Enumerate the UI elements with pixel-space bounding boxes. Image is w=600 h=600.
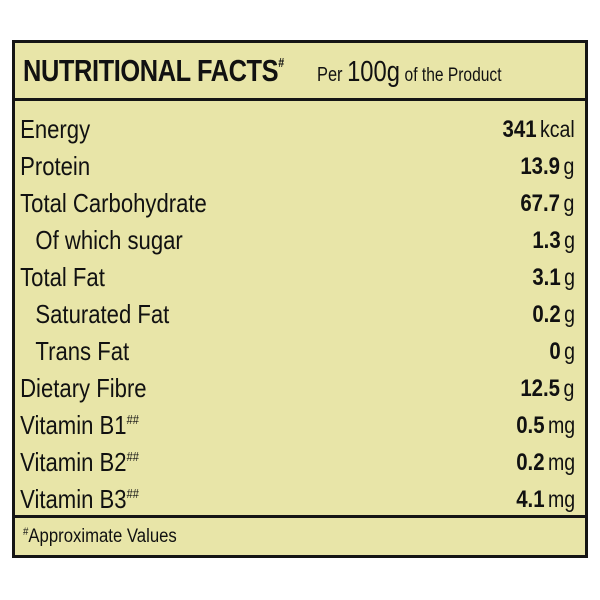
nutrient-value: 4.1 bbox=[515, 485, 545, 513]
nutrient-footnote-mark: ## bbox=[126, 449, 139, 464]
nutrient-row: Of which sugar 1.3 g bbox=[15, 222, 585, 259]
nutrient-value: 67.7 bbox=[520, 189, 561, 217]
nutrient-row: Energy 341 kcal bbox=[15, 111, 585, 148]
nutrient-footnote-mark: ## bbox=[126, 486, 139, 501]
nutrient-value: 0 bbox=[549, 337, 561, 365]
title-footnote-mark: # bbox=[278, 55, 284, 70]
nutrient-name-text: Of which sugar bbox=[35, 225, 183, 255]
per-label: Per bbox=[317, 64, 343, 86]
nutrient-name-text: Total Fat bbox=[20, 262, 105, 292]
nutrient-name-text: Vitamin B3 bbox=[20, 484, 127, 514]
nutrient-name-text: Saturated Fat bbox=[35, 299, 170, 329]
nutrient-row: Total Fat 3.1 g bbox=[15, 259, 585, 296]
nutrient-row: Vitamin B1## 0.5 mg bbox=[15, 407, 585, 444]
nutrient-value: 341 bbox=[502, 115, 537, 143]
nutrient-amount: 13.9 g bbox=[521, 153, 585, 181]
nutrient-value: 13.9 bbox=[520, 152, 561, 180]
nutrient-unit: g bbox=[563, 189, 575, 216]
nutrient-unit: g bbox=[563, 300, 575, 327]
nutrient-name: Vitamin B2## bbox=[15, 447, 139, 478]
title-text: NUTRITIONAL FACTS bbox=[23, 53, 279, 88]
nutrient-row: Total Carbohydrate 67.7 g bbox=[15, 185, 585, 222]
nutrient-value: 3.1 bbox=[532, 263, 561, 291]
nutrient-name: Of which sugar bbox=[15, 225, 183, 256]
label-title: NUTRITIONAL FACTS# bbox=[23, 53, 284, 89]
nutrient-name: Vitamin B3## bbox=[15, 484, 139, 515]
nutrient-unit: mg bbox=[547, 411, 575, 438]
label-header: NUTRITIONAL FACTS# Per 100g of the Produc… bbox=[15, 43, 585, 101]
serving-basis: Per 100g of the Product bbox=[317, 56, 502, 89]
nutrient-unit: g bbox=[563, 337, 575, 364]
nutrient-name: Total Fat bbox=[15, 262, 105, 293]
nutrient-amount: 12.5 g bbox=[521, 375, 585, 403]
nutrient-footnote-mark: ## bbox=[126, 412, 139, 427]
nutrient-name-text: Dietary Fibre bbox=[20, 373, 147, 403]
nutrient-name: Saturated Fat bbox=[15, 299, 169, 330]
nutrient-list: Energy 341 kcal Protein 13.9 g Total Carbohydr… bbox=[15, 111, 585, 518]
label-footer: #Approximate Values bbox=[15, 515, 585, 555]
nutrient-name-text: Trans Fat bbox=[35, 336, 130, 366]
nutrient-value: 1.3 bbox=[532, 226, 561, 254]
nutrient-unit: g bbox=[563, 263, 575, 290]
nutrient-amount: 0.5 mg bbox=[516, 412, 585, 440]
nutrient-name: Energy bbox=[15, 114, 90, 145]
nutrient-value: 0.5 bbox=[515, 411, 545, 439]
nutrient-name-text: Vitamin B1 bbox=[20, 410, 127, 440]
nutrient-amount: 0.2 g bbox=[532, 301, 585, 329]
nutrient-unit: kcal bbox=[540, 115, 575, 142]
nutrient-row: Trans Fat 0 g bbox=[15, 333, 585, 370]
nutrient-name: Total Carbohydrate bbox=[15, 188, 207, 219]
serving-suffix: of the Product bbox=[404, 65, 502, 86]
nutrient-amount: 0.2 mg bbox=[516, 449, 585, 477]
nutrient-amount: 67.7 g bbox=[521, 190, 585, 218]
nutrient-amount: 3.1 g bbox=[532, 264, 585, 292]
nutrient-unit: mg bbox=[547, 448, 575, 475]
nutrient-unit: g bbox=[563, 226, 575, 253]
nutrient-unit: mg bbox=[547, 485, 575, 512]
footnote-text: Approximate Values bbox=[28, 526, 177, 547]
nutrient-unit: g bbox=[563, 374, 575, 401]
nutrient-row: Vitamin B3## 4.1 mg bbox=[15, 481, 585, 518]
nutrient-amount: 1.3 g bbox=[532, 227, 585, 255]
nutrient-value: 12.5 bbox=[520, 374, 561, 402]
nutrient-row: Protein 13.9 g bbox=[15, 148, 585, 185]
nutrient-name-text: Energy bbox=[20, 114, 91, 144]
nutrient-row: Dietary Fibre 12.5 g bbox=[15, 370, 585, 407]
nutrient-name: Dietary Fibre bbox=[15, 373, 147, 404]
nutrient-amount: 341 kcal bbox=[503, 116, 585, 144]
nutrient-name: Protein bbox=[15, 151, 90, 182]
nutrient-name-text: Vitamin B2 bbox=[20, 447, 127, 477]
nutrient-name-text: Protein bbox=[20, 151, 91, 181]
nutrient-value: 0.2 bbox=[532, 300, 561, 328]
nutrient-value: 0.2 bbox=[515, 448, 545, 476]
serving-amount: 100g bbox=[347, 56, 400, 88]
nutrient-name-text: Total Carbohydrate bbox=[20, 188, 207, 218]
nutrient-row: Vitamin B2## 0.2 mg bbox=[15, 444, 585, 481]
nutrient-name: Trans Fat bbox=[15, 336, 129, 367]
nutrient-amount: 4.1 mg bbox=[516, 486, 585, 514]
footnote-mark: # bbox=[23, 526, 29, 538]
nutrition-facts-label: NUTRITIONAL FACTS#Per 100g of the Produc… bbox=[12, 40, 588, 558]
nutrient-name: Vitamin B1## bbox=[15, 410, 139, 441]
nutrient-unit: g bbox=[563, 152, 575, 179]
nutrient-row: Saturated Fat 0.2 g bbox=[15, 296, 585, 333]
